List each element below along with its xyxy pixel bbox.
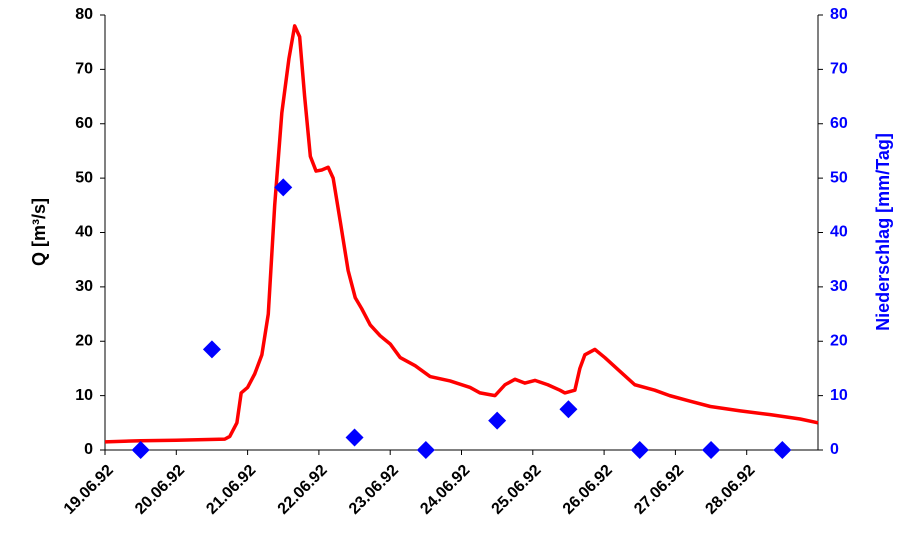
- y2-axis-title: Niederschlag [mm/Tag]: [873, 133, 893, 331]
- y2-tick-label: 70: [830, 61, 848, 78]
- x-tick-label: 27.06.92: [631, 462, 687, 518]
- data-point: [702, 441, 721, 459]
- data-point: [488, 411, 507, 430]
- x-tick-label: 24.06.92: [417, 462, 473, 518]
- x-tick-label: 19.06.92: [61, 462, 117, 518]
- data-point: [345, 428, 364, 447]
- y-axis-title: Q [m³/s]: [29, 198, 49, 266]
- x-tick-label: 20.06.92: [132, 462, 188, 518]
- y-tick-label: 10: [75, 387, 93, 404]
- data-point: [416, 441, 435, 459]
- y-tick-label: 80: [75, 6, 93, 23]
- y-tick-label: 30: [75, 278, 93, 295]
- y2-tick-label: 60: [830, 115, 848, 132]
- y2-tick-label: 80: [830, 6, 848, 23]
- x-tick-label: 21.06.92: [203, 462, 259, 518]
- data-point: [131, 441, 150, 459]
- y2-tick-label: 40: [830, 224, 848, 241]
- y-tick-label: 60: [75, 115, 93, 132]
- y-tick-label: 40: [75, 224, 93, 241]
- y2-tick-label: 10: [830, 387, 848, 404]
- data-point: [630, 441, 649, 459]
- data-point: [559, 400, 578, 419]
- y-tick-label: 70: [75, 61, 93, 78]
- y2-tick-label: 50: [830, 169, 848, 186]
- data-line: [104, 24, 819, 444]
- y-tick-label: 20: [75, 332, 93, 349]
- y2-tick-label: 0: [830, 441, 839, 458]
- data-point: [773, 441, 792, 459]
- data-point: [202, 340, 221, 359]
- data-point: [274, 178, 293, 197]
- y2-tick-label: 20: [830, 332, 848, 349]
- y-tick-label: 50: [75, 169, 93, 186]
- x-tick-label: 26.06.92: [560, 462, 616, 518]
- x-tick-label: 23.06.92: [346, 462, 402, 518]
- y2-tick-label: 30: [830, 278, 848, 295]
- y-tick-label: 0: [84, 441, 93, 458]
- x-tick-label: 22.06.92: [275, 462, 331, 518]
- x-tick-label: 25.06.92: [489, 462, 545, 518]
- x-tick-label: 28.06.92: [702, 462, 758, 518]
